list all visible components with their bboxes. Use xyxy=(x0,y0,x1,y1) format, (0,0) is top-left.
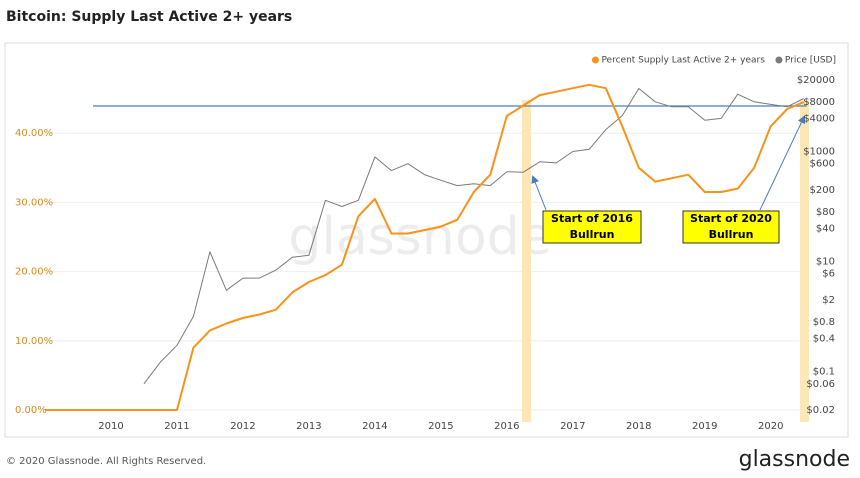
y2-tick-label: $1000 xyxy=(803,147,835,158)
y2-tick-label: $6 xyxy=(822,269,835,280)
annotation-text: Start of 2020 xyxy=(690,212,772,225)
annotation-box xyxy=(542,210,642,244)
legend-label: Price [USD] xyxy=(785,56,836,66)
annotation-arrow xyxy=(531,175,547,211)
legend-marker xyxy=(775,56,783,64)
x-tick-label: 2012 xyxy=(230,421,255,432)
x-tick-label: 2014 xyxy=(362,421,387,432)
highlight-band xyxy=(800,100,809,422)
watermark: glassnode xyxy=(288,207,551,267)
y2-tick-label: $600 xyxy=(810,159,835,170)
y2-tick-label: $0.02 xyxy=(806,405,835,416)
series-line xyxy=(45,83,805,411)
y2-tick-label: $20000 xyxy=(797,75,835,86)
y2-tick-label: $8000 xyxy=(803,97,835,108)
x-tick-label: 2015 xyxy=(428,421,453,432)
x-tick-label: 2013 xyxy=(296,421,321,432)
logo: glassnode xyxy=(739,447,850,472)
series-line xyxy=(143,88,804,385)
annotation-text: Bullrun xyxy=(709,228,754,241)
x-tick-label: 2019 xyxy=(692,421,717,432)
y-tick-label: 40.00% xyxy=(15,128,53,139)
y-tick-label: 10.00% xyxy=(15,336,53,347)
y2-tick-label: $2 xyxy=(822,295,835,306)
y2-tick-label: $0.06 xyxy=(806,379,835,390)
y2-tick-label: $0.4 xyxy=(813,333,835,344)
x-tick-label: 2017 xyxy=(560,421,585,432)
y-tick-label: 0.00% xyxy=(15,405,47,416)
y2-tick-label: $80 xyxy=(816,207,835,218)
x-tick-label: 2010 xyxy=(98,421,123,432)
y-tick-label: 20.00% xyxy=(15,267,53,278)
legend-label: Percent Supply Last Active 2+ years xyxy=(601,56,765,66)
annotation-box xyxy=(682,210,780,244)
highlight-band xyxy=(522,100,531,422)
copyright: © 2020 Glassnode. All Rights Reserved. xyxy=(6,456,206,467)
x-tick-label: 2016 xyxy=(494,421,519,432)
plot-frame xyxy=(4,42,849,438)
annotation-text: Bullrun xyxy=(570,228,615,241)
y2-tick-label: $4000 xyxy=(803,113,835,124)
y2-tick-label: $0.1 xyxy=(813,367,835,378)
legend-marker xyxy=(591,56,599,64)
y2-tick-label: $0.8 xyxy=(813,317,835,328)
x-tick-label: 2018 xyxy=(626,421,651,432)
y2-tick-label: $10 xyxy=(816,257,835,268)
x-tick-label: 2011 xyxy=(164,421,189,432)
chart-title: Bitcoin: Supply Last Active 2+ years xyxy=(6,9,292,25)
y2-tick-label: $40 xyxy=(816,223,835,234)
y2-tick-label: $200 xyxy=(810,185,835,196)
x-tick-label: 2020 xyxy=(758,421,783,432)
annotation-text: Start of 2016 xyxy=(551,212,633,225)
y-tick-label: 30.00% xyxy=(15,197,53,208)
annotation-arrow xyxy=(759,115,806,211)
